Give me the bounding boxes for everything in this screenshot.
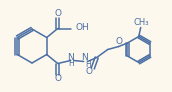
Text: OH: OH	[76, 23, 89, 32]
Text: O: O	[85, 67, 92, 76]
Text: O: O	[115, 37, 122, 46]
Text: N: N	[81, 54, 88, 62]
Text: O: O	[54, 74, 61, 83]
Text: CH₃: CH₃	[134, 18, 149, 27]
Text: H: H	[85, 60, 91, 69]
Text: H: H	[68, 59, 74, 68]
Text: O: O	[54, 9, 61, 18]
Text: N: N	[67, 53, 74, 61]
